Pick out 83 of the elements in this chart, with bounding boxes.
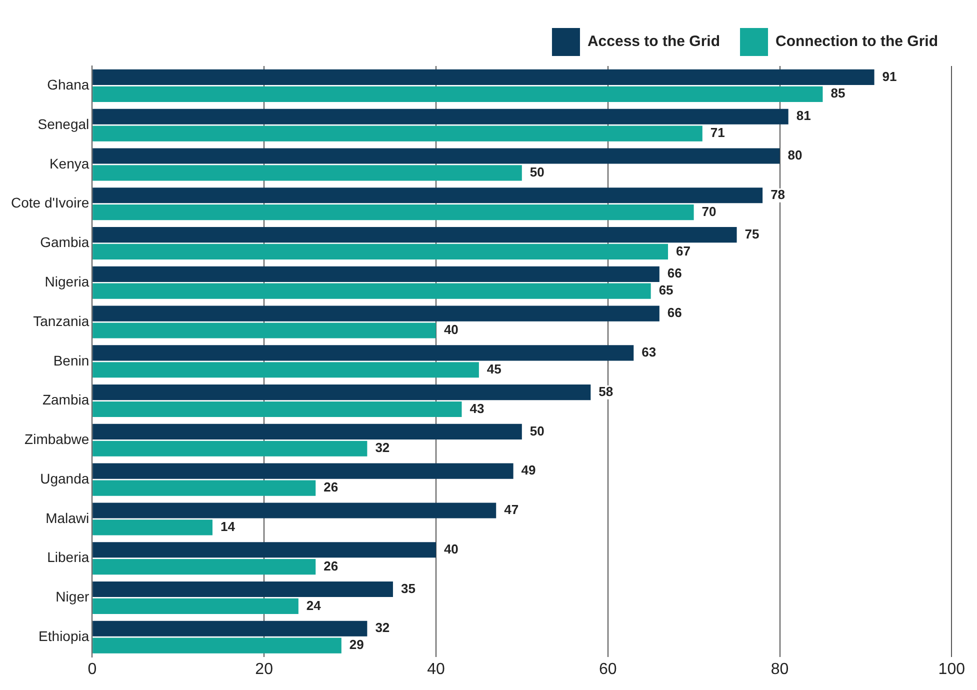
bar [92,165,522,181]
bar [92,148,780,164]
data-label: 78 [770,186,786,202]
bar [92,542,436,558]
data-label: 40 [444,322,458,338]
data-label: 14 [220,518,236,534]
data-label: 26 [324,558,338,574]
bar [92,322,436,338]
y-tick-label: Malawi [46,510,90,526]
data-label: 70 [702,204,716,219]
bar [92,108,788,124]
data-label: 32 [375,440,390,456]
bar [92,638,342,654]
data-label: 47 [504,502,519,518]
legend-label: Access to the Grid [587,33,720,50]
x-tick-label: 60 [598,660,617,678]
x-tick-label: 80 [770,660,789,678]
data-label: 24 [306,598,322,613]
data-label: 58 [598,384,614,399]
data-label: 26 [324,480,338,495]
bar [92,620,368,636]
y-tick-label: Zimbabwe [24,431,90,448]
bar [92,362,479,378]
data-label: 65 [658,282,674,298]
y-tick-label: Cote d'Ivoire [11,194,90,211]
data-label: 66 [667,266,682,281]
data-label: 45 [486,361,502,376]
data-label: 29 [349,637,364,652]
data-label: 43 [470,400,484,416]
data-label: 71 [710,125,725,140]
y-tick-label: Benin [53,352,90,368]
y-tick-label: Ghana [47,76,90,93]
bar [92,581,393,598]
bar [92,345,634,361]
data-label: 63 [642,344,656,360]
y-tick-label: Kenya [49,155,90,172]
y-tick-label: Nigeria [44,273,90,290]
y-tick-label: Ethiopia [38,628,90,644]
data-label: 50 [530,423,544,438]
legend-label: Connection to the Grid [776,33,938,50]
y-tick-label: Liberia [47,549,90,566]
data-label: 50 [530,164,544,180]
y-tick-label: Tanzania [33,312,90,329]
bar [92,126,702,142]
x-tick-label: 0 [88,660,97,678]
data-label: 75 [744,226,760,242]
data-label: 81 [796,108,811,124]
bar [92,188,763,204]
y-tick-label: Niger [56,588,90,605]
data-label: 67 [676,243,690,258]
bar [92,502,496,518]
bar [92,283,651,299]
data-label: 80 [788,148,802,163]
bar [92,204,694,220]
data-label: 35 [400,580,416,596]
x-tick-label: 20 [255,660,274,678]
bar [92,266,660,282]
y-tick-label: Zambia [42,392,90,408]
bar [92,598,298,614]
data-label: 66 [667,305,682,320]
data-label: 91 [882,68,897,84]
bar [92,424,522,440]
bar [92,69,874,86]
bar [92,306,660,322]
data-label: 85 [830,86,846,101]
bar [92,384,591,400]
data-label: 49 [521,462,536,478]
y-tick-label: Uganda [40,470,90,486]
bar [92,244,668,260]
bar [92,226,737,243]
bar [92,559,316,575]
bar [92,520,212,536]
bar [92,86,823,102]
data-label: 32 [375,620,390,636]
bar [92,463,514,479]
y-tick-label: Gambia [40,234,90,250]
x-tick-label: 100 [938,660,966,678]
y-tick-label: Senegal [38,116,90,132]
bar [92,440,368,456]
bar [92,480,316,496]
data-label: 40 [444,541,458,556]
x-tick-label: 40 [427,660,445,678]
bar [92,401,462,418]
